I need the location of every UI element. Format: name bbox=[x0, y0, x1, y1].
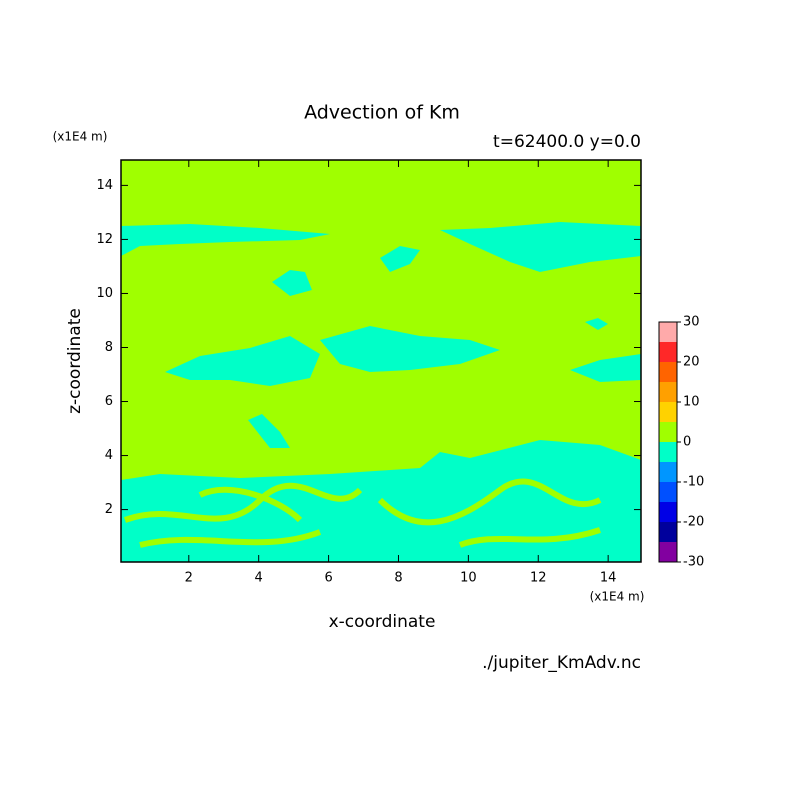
x-tick-label: 14 bbox=[600, 571, 617, 586]
y-tick-label: 2 bbox=[105, 502, 113, 517]
x-tick-label: 4 bbox=[255, 571, 263, 586]
x-tick-label: 2 bbox=[185, 571, 193, 586]
y-unit: (x1E4 m) bbox=[53, 130, 108, 144]
x-tick-label: 6 bbox=[324, 571, 332, 586]
y-tick-label: 6 bbox=[105, 394, 113, 409]
colorbar-bin bbox=[659, 382, 677, 402]
colorbar-tick-label: 0 bbox=[683, 435, 691, 450]
y-axis-label: z-coordinate bbox=[65, 308, 85, 414]
colorbar-bin bbox=[659, 542, 677, 562]
source-label: ./jupiter_KmAdv.nc bbox=[482, 653, 641, 673]
y-tick-label: 12 bbox=[96, 232, 113, 247]
y-tick-label: 8 bbox=[105, 340, 113, 355]
colorbar-bin bbox=[659, 462, 677, 482]
colorbar-bin bbox=[659, 502, 677, 522]
x-tick-label: 10 bbox=[460, 571, 477, 586]
colorbar-bin bbox=[659, 362, 677, 382]
y-tick-label: 4 bbox=[105, 448, 113, 463]
colorbar-tick-label: -10 bbox=[683, 475, 704, 490]
colorbar-bin bbox=[659, 442, 677, 462]
colorbar-bin bbox=[659, 422, 677, 442]
contour-regions bbox=[123, 478, 602, 548]
colorbar-bin bbox=[659, 482, 677, 502]
x-axis-label: x-coordinate bbox=[329, 612, 436, 632]
colorbar-tick-label: 20 bbox=[683, 355, 700, 370]
colorbar-tick-label: -20 bbox=[683, 515, 704, 530]
y-tick-label: 14 bbox=[96, 178, 113, 193]
colorbar-bin bbox=[659, 522, 677, 542]
y-tick-label: 10 bbox=[96, 286, 113, 301]
x-tick-label: 8 bbox=[394, 571, 402, 586]
x-tick-label: 12 bbox=[530, 571, 547, 586]
chart-title: Advection of Km bbox=[304, 102, 460, 124]
colorbar-bin bbox=[659, 322, 677, 342]
x-unit: (x1E4 m) bbox=[590, 590, 645, 604]
colorbar-tick-label: -30 bbox=[683, 555, 704, 570]
colorbar-tick-label: 30 bbox=[683, 315, 700, 330]
plot-frame bbox=[120, 159, 642, 563]
colorbar-bin bbox=[659, 342, 677, 362]
chart-subtitle: t=62400.0 y=0.0 bbox=[493, 132, 641, 152]
colorbar-bin bbox=[659, 402, 677, 422]
colorbar-tick-label: 10 bbox=[683, 395, 700, 410]
